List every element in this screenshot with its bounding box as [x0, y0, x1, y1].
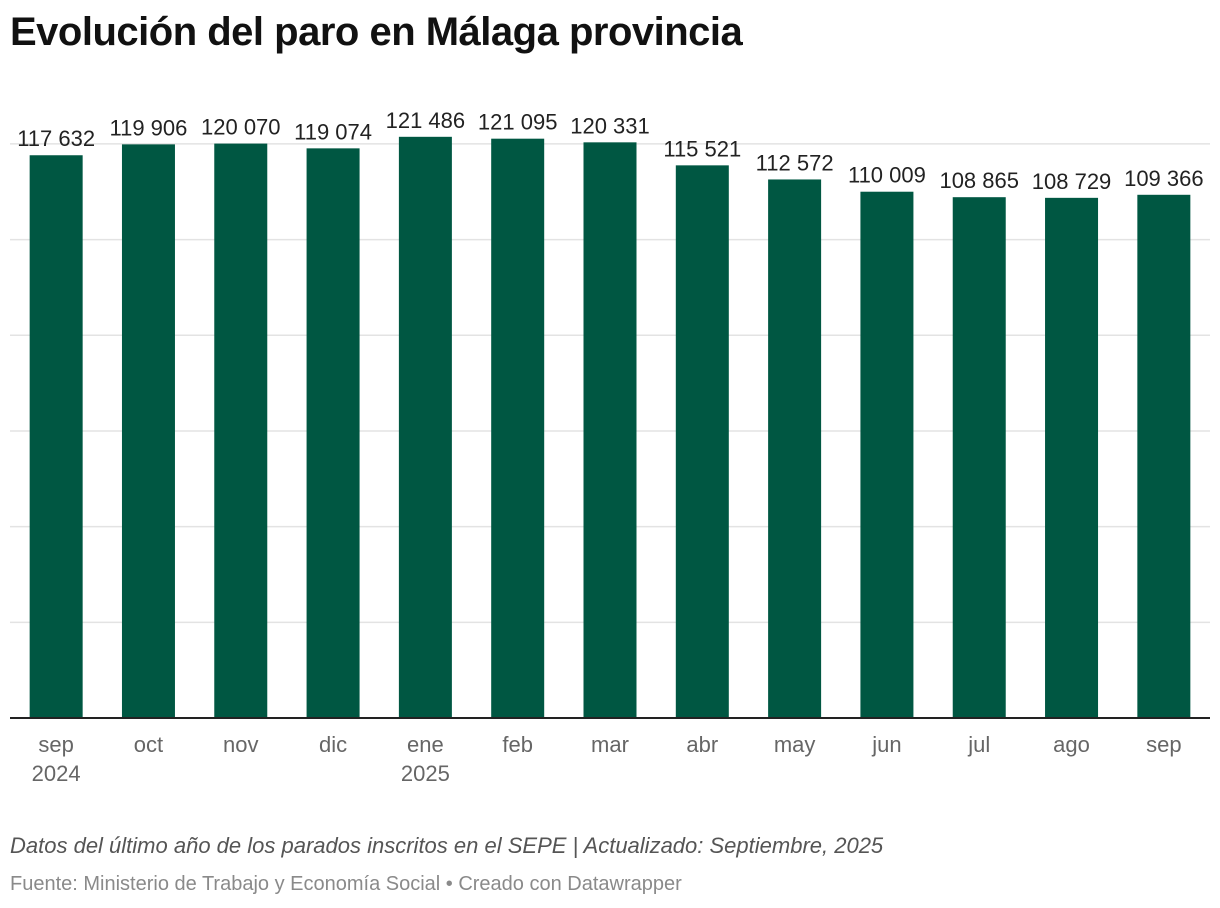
bar-chart: 117 632 sep 2024 119 906 oct 120 070 nov 119 07… — [10, 108, 1210, 786]
x-tick-label: feb — [502, 732, 533, 757]
x-tick-year-label: 2024 — [32, 761, 81, 786]
value-label: 115 521 — [663, 136, 741, 161]
value-label: 117 632 — [17, 126, 95, 151]
x-tick-label: may — [774, 732, 816, 757]
bar-6 — [583, 142, 637, 718]
x-tick-label: jun — [871, 732, 901, 757]
value-label: 119 906 — [110, 115, 188, 140]
value-label: 121 486 — [386, 108, 466, 133]
bar-8 — [768, 179, 822, 718]
value-label: 120 331 — [570, 113, 650, 138]
bar-9 — [860, 191, 914, 719]
x-tick-label: abr — [686, 732, 718, 757]
x-tick-label: sep — [38, 732, 73, 757]
bar-3 — [306, 148, 360, 718]
value-label: 108 729 — [1032, 169, 1112, 194]
chart-notes: Datos del último año de los parados insc… — [10, 833, 884, 858]
value-label: 109 366 — [1124, 166, 1204, 191]
x-tick-label: oct — [134, 732, 163, 757]
x-tick-label: dic — [319, 732, 347, 757]
bar-5 — [491, 138, 545, 718]
bar-4 — [398, 136, 452, 718]
chart-footer: Fuente: Ministerio de Trabajo y Economía… — [10, 873, 682, 895]
x-tick-label: nov — [223, 732, 258, 757]
x-tick-label: ago — [1053, 732, 1090, 757]
value-label: 121 095 — [478, 110, 558, 135]
x-tick-year-label: 2025 — [401, 761, 450, 786]
value-label: 110 009 — [848, 163, 926, 188]
value-label: 112 572 — [756, 150, 834, 175]
bar-0 — [29, 155, 83, 718]
value-label: 120 070 — [201, 115, 281, 140]
bar-7 — [675, 165, 729, 718]
x-tick-label: mar — [591, 732, 629, 757]
bar-1 — [121, 144, 175, 718]
bar-2 — [214, 143, 268, 719]
value-label: 119 074 — [294, 119, 372, 144]
bar-11 — [1045, 197, 1099, 718]
x-tick-label: jul — [967, 732, 990, 757]
bar-10 — [952, 197, 1006, 719]
bar-12 — [1137, 194, 1191, 718]
x-tick-label: ene — [407, 732, 444, 757]
chart-title: Evolución del paro en Málaga provincia — [10, 10, 743, 54]
x-tick-label: sep — [1146, 732, 1181, 757]
value-label: 108 865 — [939, 168, 1019, 193]
